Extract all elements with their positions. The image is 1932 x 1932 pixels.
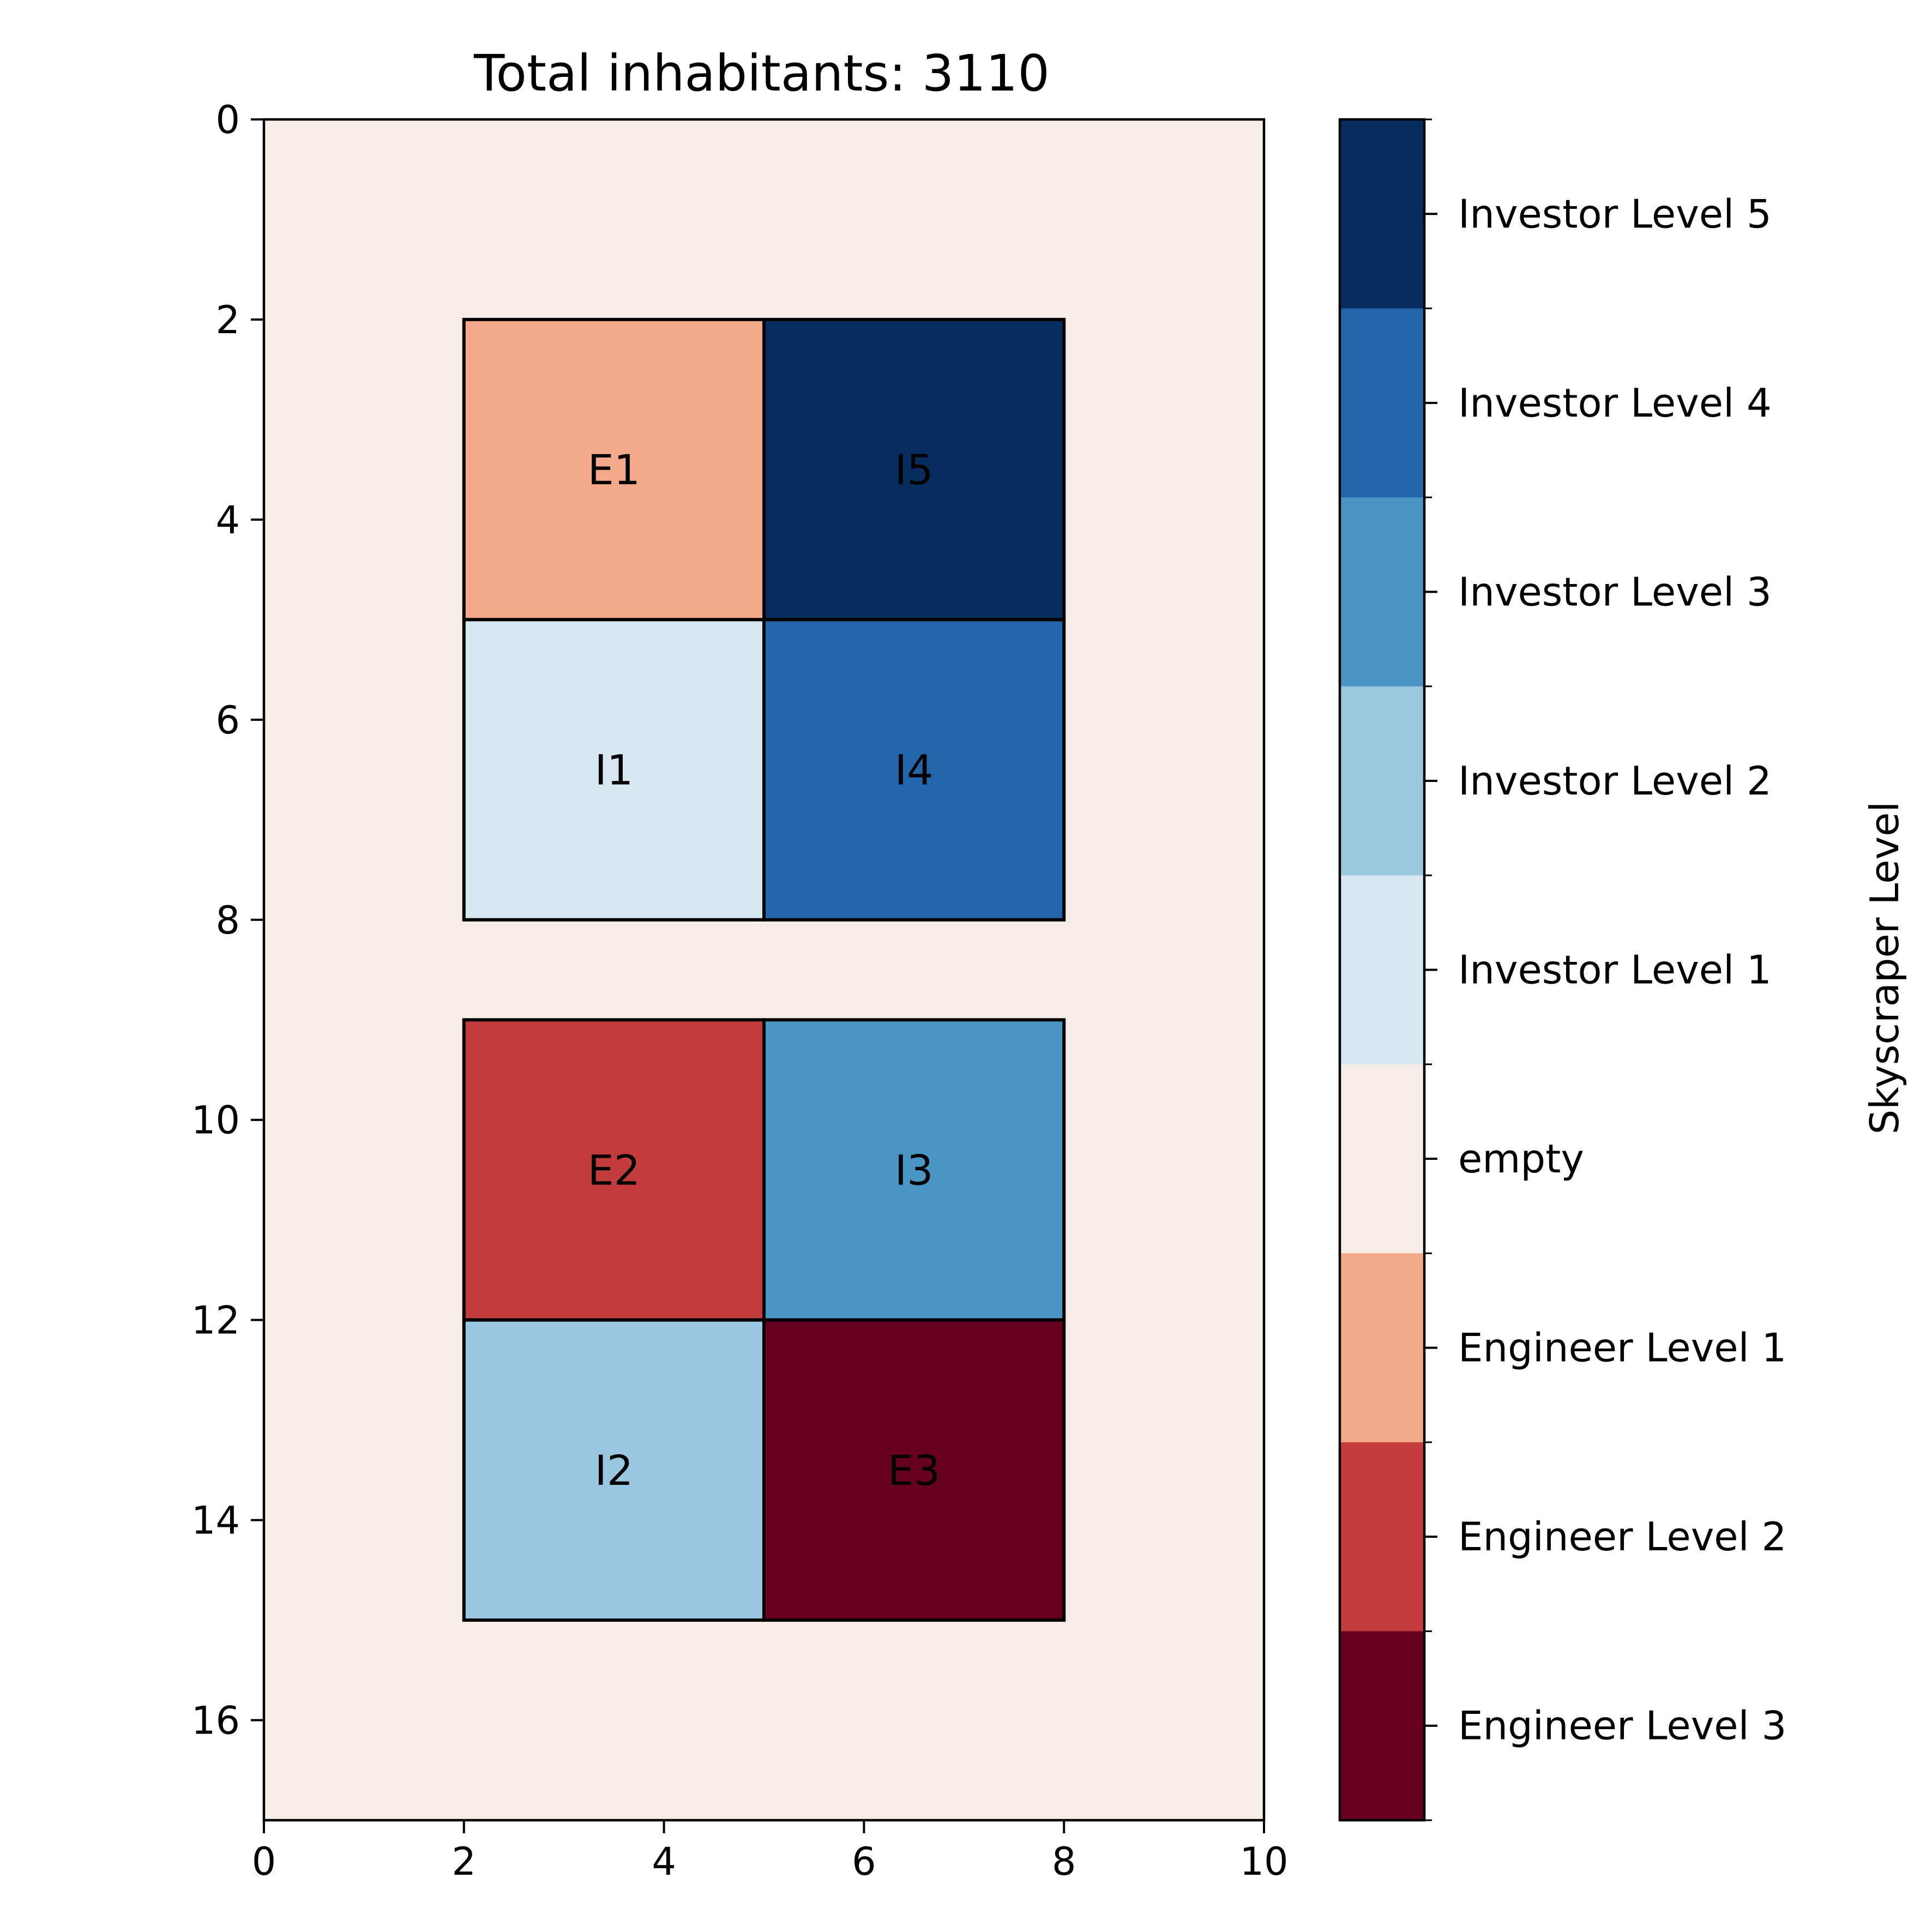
cell-label-e1: E1 — [588, 446, 640, 494]
cell-label-i1: I1 — [595, 746, 634, 795]
cell-label-e3: E3 — [888, 1446, 940, 1495]
colorbar-segment — [1340, 1442, 1424, 1632]
colorbar-segment — [1340, 1064, 1424, 1254]
x-tick-label: 2 — [452, 1839, 477, 1884]
colorbar-level-label: Investor Level 2 — [1458, 758, 1772, 804]
cell-i1 — [462, 618, 766, 922]
cell-e1 — [462, 317, 766, 622]
y-tick-label: 2 — [215, 298, 240, 342]
colorbar-segment — [1340, 119, 1424, 309]
x-tick-label: 0 — [252, 1839, 276, 1884]
colorbar-segment — [1340, 875, 1424, 1065]
y-tick-label: 14 — [191, 1498, 240, 1543]
x-tick-label: 10 — [1239, 1839, 1288, 1884]
y-tick-label: 6 — [215, 698, 240, 743]
cell-label-e2: E2 — [588, 1146, 640, 1194]
colorbar-segment — [1340, 497, 1424, 687]
cell-label-i5: I5 — [895, 446, 934, 494]
cell-label-i3: I3 — [895, 1146, 934, 1194]
y-tick-label: 12 — [191, 1298, 240, 1343]
colorbar-level-label: empty — [1458, 1136, 1584, 1182]
chart-title: Total inhabitants: 3110 — [473, 44, 1050, 103]
cell-label-i4: I4 — [895, 746, 934, 795]
colorbar-level-label: Engineer Level 2 — [1458, 1514, 1786, 1560]
y-tick-label: 8 — [215, 898, 240, 943]
colorbar-segment — [1340, 686, 1424, 876]
colorbar: Investor Level 5 Investor Level 4 Investor… — [1338, 118, 1786, 1822]
colorbar-level-label: Investor Level 3 — [1458, 569, 1772, 615]
plot-frame — [262, 118, 1266, 1822]
colorbar-axis-label: Skyscraper Level — [1862, 802, 1907, 1135]
colorbar-level-label: Investor Level 4 — [1458, 380, 1772, 426]
y-tick-label: 4 — [215, 498, 240, 543]
cell-i5 — [762, 317, 1066, 622]
colorbar-level-label: Investor Level 1 — [1458, 947, 1772, 993]
cell-i4 — [762, 618, 1066, 922]
y-tick-label: 16 — [191, 1699, 240, 1743]
x-tick-label: 6 — [852, 1839, 876, 1884]
colorbar-level-label: Investor Level 5 — [1458, 191, 1772, 237]
x-tick-label: 8 — [1052, 1839, 1076, 1884]
cell-label-i2: I2 — [595, 1446, 634, 1495]
x-tick-label: 4 — [652, 1839, 676, 1884]
y-tick-label: 0 — [215, 98, 240, 142]
colorbar-segment — [1340, 1631, 1424, 1821]
colorbar-level-label: Engineer Level 1 — [1458, 1325, 1786, 1371]
colorbar-segment — [1340, 1253, 1424, 1443]
cell-e3 — [762, 1318, 1066, 1622]
plot-area: E1 I5 I1 I4 E2 I3 I2 E3 0 2 4 6 8 10 0 2 4 6 8 10 12 14 16 — [191, 98, 1289, 1884]
y-tick-label: 10 — [191, 1098, 240, 1143]
colorbar-level-label: Engineer Level 3 — [1458, 1703, 1786, 1749]
colorbar-segment — [1340, 308, 1424, 498]
cell-i2 — [462, 1318, 766, 1622]
